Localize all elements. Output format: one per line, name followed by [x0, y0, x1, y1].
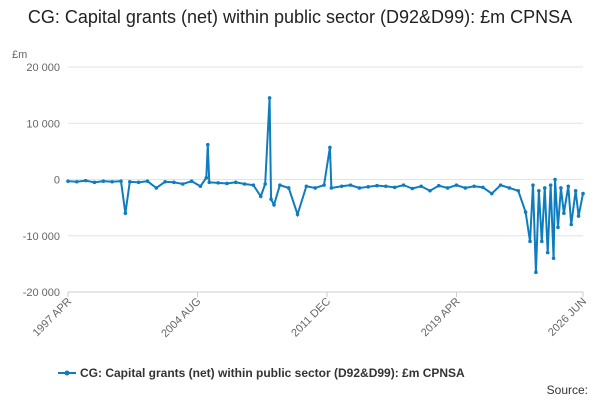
y-tick-label: -20 000: [23, 287, 60, 299]
y-tick-label: -10 000: [23, 231, 60, 243]
point: [454, 183, 459, 187]
point: [83, 178, 88, 183]
point: [180, 182, 185, 186]
point: [384, 184, 388, 189]
point: [123, 211, 128, 216]
point: [267, 96, 272, 100]
point: [189, 179, 194, 183]
point: [295, 212, 300, 217]
point: [375, 183, 379, 188]
point: [419, 184, 423, 189]
point: [204, 176, 209, 180]
point: [110, 179, 114, 184]
point: [366, 185, 370, 189]
point: [559, 186, 563, 190]
y-tick-label: 20 000: [26, 62, 60, 74]
point: [540, 239, 544, 244]
point: [242, 182, 247, 186]
point: [198, 184, 203, 189]
point: [472, 184, 476, 189]
point: [556, 225, 560, 230]
point: [251, 183, 256, 187]
y-axis-label: £m: [12, 49, 27, 61]
point: [534, 270, 538, 275]
point: [322, 183, 326, 187]
point: [304, 184, 309, 189]
x-tick-label: 2004 AUG: [159, 296, 203, 340]
point: [463, 186, 468, 190]
point: [205, 142, 210, 147]
point: [551, 256, 556, 261]
point: [207, 180, 212, 185]
point: [163, 179, 167, 184]
point: [569, 222, 574, 227]
point: [410, 186, 415, 191]
legend-marker: [64, 370, 70, 376]
point: [357, 186, 362, 190]
point: [263, 182, 267, 186]
point: [523, 210, 528, 214]
point: [545, 250, 550, 255]
point: [339, 184, 344, 189]
point: [553, 177, 557, 182]
point: [481, 185, 485, 190]
point: [428, 188, 432, 193]
point: [258, 194, 263, 199]
point: [542, 186, 547, 190]
point: [66, 179, 70, 183]
point: [573, 188, 578, 193]
point: [576, 214, 581, 218]
point: [562, 211, 566, 216]
chart-title: CG: Capital grants (net) within public s…: [27, 7, 573, 27]
point: [348, 183, 353, 187]
point: [498, 183, 503, 187]
point: [92, 180, 97, 185]
point: [437, 183, 441, 188]
point: [445, 186, 450, 190]
y-tick-label: 0: [54, 175, 60, 187]
point: [329, 186, 334, 190]
point: [272, 203, 276, 207]
source: Source:: [547, 383, 588, 397]
point: [128, 179, 132, 184]
point: [75, 179, 79, 184]
point: [507, 186, 512, 190]
point: [216, 181, 220, 185]
point: [269, 197, 273, 201]
point: [172, 180, 176, 185]
y-tick-label: 10 000: [26, 118, 60, 130]
point: [401, 183, 406, 187]
point: [531, 183, 535, 187]
point: [392, 185, 397, 190]
point: [528, 239, 532, 244]
point: [233, 180, 238, 185]
x-tick-label: 2026 JUN: [546, 296, 589, 339]
point: [119, 179, 123, 183]
x-tick-label: 1997 APR: [31, 296, 75, 340]
x-tick-label: 2019 APR: [419, 296, 463, 340]
point: [278, 183, 282, 187]
point: [489, 191, 494, 196]
point: [145, 179, 150, 183]
point: [286, 186, 291, 190]
point: [328, 145, 332, 150]
point: [154, 186, 159, 190]
point: [313, 186, 318, 190]
point: [516, 188, 521, 193]
point: [566, 184, 571, 189]
point: [581, 191, 585, 196]
point: [548, 183, 553, 187]
point: [225, 181, 229, 186]
point: [537, 188, 541, 193]
legend-label: CG: Capital grants (net) within public s…: [80, 366, 465, 380]
point: [136, 180, 141, 185]
x-tick-label: 2011 DEC: [289, 296, 333, 340]
point: [101, 179, 106, 183]
